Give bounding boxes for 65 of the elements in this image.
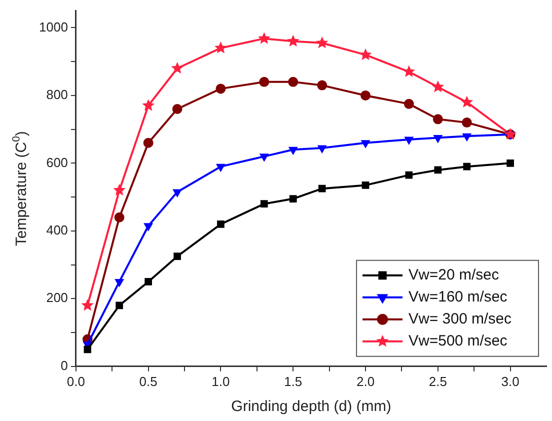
- point: [144, 278, 152, 286]
- legend-label: Vw=20 m/sec: [408, 266, 500, 284]
- y-tick-label: 200: [46, 290, 68, 306]
- x-tick-label: 0.5: [139, 374, 158, 389]
- y-tick-label: 400: [46, 222, 68, 238]
- x-tick-label: 3.0: [501, 374, 520, 389]
- point: [289, 195, 297, 202]
- point: [362, 182, 370, 189]
- x-tick-label: 2.5: [428, 374, 447, 389]
- point: [462, 118, 472, 128]
- point: [171, 62, 184, 74]
- point: [404, 136, 414, 144]
- x-tick-label: 1.0: [212, 374, 230, 389]
- point: [463, 162, 471, 170]
- legend-label: Vw=160 m/sec: [408, 288, 508, 306]
- point: [318, 184, 326, 192]
- point: [316, 36, 328, 48]
- point: [142, 99, 154, 111]
- point: [317, 80, 328, 90]
- point: [214, 42, 227, 54]
- point: [432, 114, 443, 124]
- y-axis-title: Temperature (C0): [10, 131, 30, 246]
- point: [288, 76, 298, 87]
- point: [506, 160, 514, 167]
- point: [434, 135, 442, 143]
- point: [286, 34, 300, 47]
- point: [405, 171, 413, 179]
- x-tick-label: 1.5: [284, 374, 302, 389]
- y-tick-label: 1000: [39, 19, 68, 34]
- point: [460, 96, 474, 108]
- point: [434, 166, 442, 174]
- point: [318, 145, 326, 153]
- point: [432, 80, 444, 92]
- point: [288, 146, 298, 155]
- point: [116, 302, 124, 310]
- point: [404, 98, 414, 109]
- point: [259, 76, 270, 87]
- x-tick-label: 0.0: [66, 374, 85, 389]
- point: [174, 252, 181, 260]
- point: [114, 278, 124, 287]
- point: [143, 138, 154, 148]
- point: [402, 65, 416, 78]
- point: [172, 189, 182, 197]
- y-tick-label: 600: [46, 154, 68, 170]
- point: [84, 346, 92, 354]
- point: [260, 200, 268, 208]
- point: [113, 184, 126, 196]
- point: [114, 212, 124, 222]
- y-tick-label: 0: [60, 358, 68, 373]
- point: [216, 164, 226, 172]
- point: [260, 154, 269, 162]
- point: [462, 133, 472, 142]
- x-axis-title: Grinding depth (d) (mm): [231, 398, 392, 416]
- point: [172, 104, 182, 114]
- point: [360, 90, 371, 100]
- point: [217, 220, 224, 228]
- point: [258, 32, 270, 44]
- point: [361, 140, 370, 148]
- legend-label: Vw= 300 m/sec: [408, 310, 512, 328]
- point: [81, 298, 94, 311]
- point: [216, 84, 226, 94]
- point: [144, 223, 153, 231]
- y-tick-label: 800: [46, 87, 68, 102]
- legend-label: Vw=500 m/sec: [408, 332, 508, 350]
- x-tick-label: 2.0: [356, 374, 375, 389]
